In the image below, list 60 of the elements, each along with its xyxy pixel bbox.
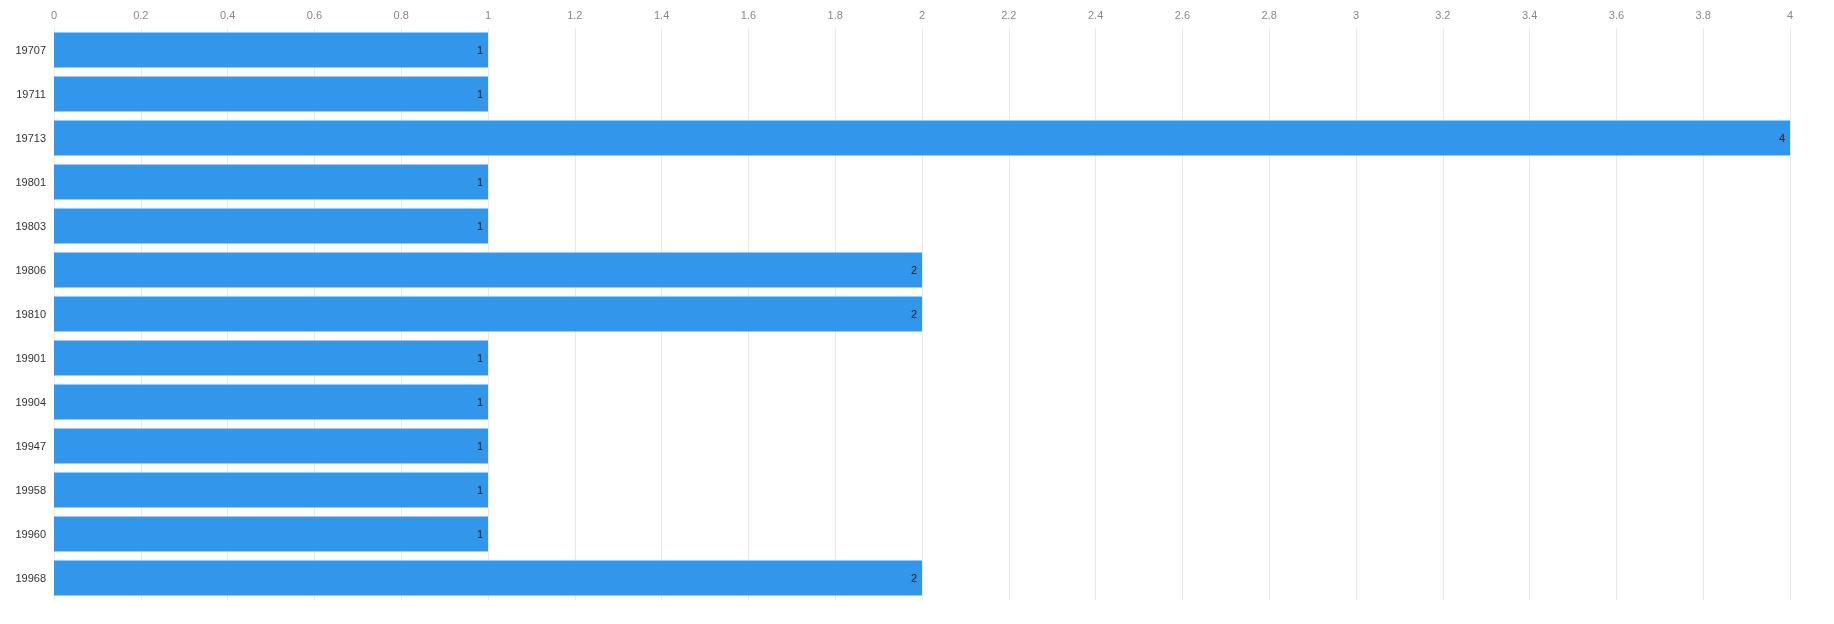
y-tick-label: 19801 xyxy=(15,176,46,188)
y-tick-label: 19810 xyxy=(15,308,46,320)
bar xyxy=(54,120,1790,156)
data-label: 1 xyxy=(476,440,483,452)
data-label: 2 xyxy=(910,264,917,276)
x-tick-label: 0.8 xyxy=(393,8,409,21)
y-tick-label: 19947 xyxy=(15,440,46,452)
x-tick-label: 1.6 xyxy=(740,8,757,21)
bar xyxy=(54,252,922,288)
x-tick-label: 2.2 xyxy=(1001,8,1017,21)
x-tick-label: 3.6 xyxy=(1608,8,1625,21)
y-tick-label: 19711 xyxy=(16,88,46,100)
y-tick-label: 19968 xyxy=(15,572,46,584)
bar xyxy=(54,340,488,376)
x-tick-label: 1.8 xyxy=(827,8,843,21)
bar xyxy=(54,560,922,596)
x-tick-label: 3.8 xyxy=(1695,8,1711,21)
bar xyxy=(54,296,922,332)
x-tick-label: 0.4 xyxy=(219,8,236,21)
bar xyxy=(54,164,488,200)
y-tick-label: 19904 xyxy=(15,396,46,408)
x-tick-label: 3 xyxy=(1352,8,1360,21)
x-tick-label: 1 xyxy=(484,8,492,21)
data-label: 1 xyxy=(476,220,483,232)
y-tick-label: 19713 xyxy=(15,132,46,144)
x-tick-label: 3.2 xyxy=(1435,8,1451,21)
y-tick-label: 19901 xyxy=(15,352,46,364)
x-tick-label: 0 xyxy=(50,8,58,21)
y-tick-label: 19960 xyxy=(15,528,46,540)
x-tick-label: 2 xyxy=(918,8,926,21)
data-label: 4 xyxy=(1778,132,1785,144)
bar xyxy=(54,76,488,112)
bar xyxy=(54,428,488,464)
data-label: 1 xyxy=(476,396,483,408)
y-tick-label: 19958 xyxy=(15,484,46,496)
bar xyxy=(54,384,488,420)
data-label: 1 xyxy=(476,44,483,56)
x-tick-label: 1.4 xyxy=(653,8,670,21)
data-label: 2 xyxy=(910,308,917,320)
y-tick-label: 19806 xyxy=(15,264,46,276)
bar xyxy=(54,472,488,508)
y-tick-label: 19707 xyxy=(15,44,46,56)
data-label: 1 xyxy=(476,88,483,100)
x-tick-label: 2.4 xyxy=(1087,8,1104,21)
y-tick-label: 19803 xyxy=(15,220,46,232)
x-tick-label: 2.6 xyxy=(1174,8,1191,21)
data-label: 2 xyxy=(910,572,917,584)
data-label: 1 xyxy=(476,484,483,496)
x-tick-label: 3.4 xyxy=(1521,8,1538,21)
data-label: 1 xyxy=(476,528,483,540)
x-tick-label: 0.2 xyxy=(133,8,149,21)
x-tick-label: 1.2 xyxy=(567,8,583,21)
data-label: 1 xyxy=(476,352,483,364)
x-tick-label: 0.6 xyxy=(306,8,323,21)
data-label: 1 xyxy=(476,176,483,188)
x-tick-label: 2.8 xyxy=(1261,8,1277,21)
bar xyxy=(54,516,488,552)
bar xyxy=(54,32,488,68)
bar xyxy=(54,208,488,244)
x-tick-label: 4 xyxy=(1786,8,1794,21)
